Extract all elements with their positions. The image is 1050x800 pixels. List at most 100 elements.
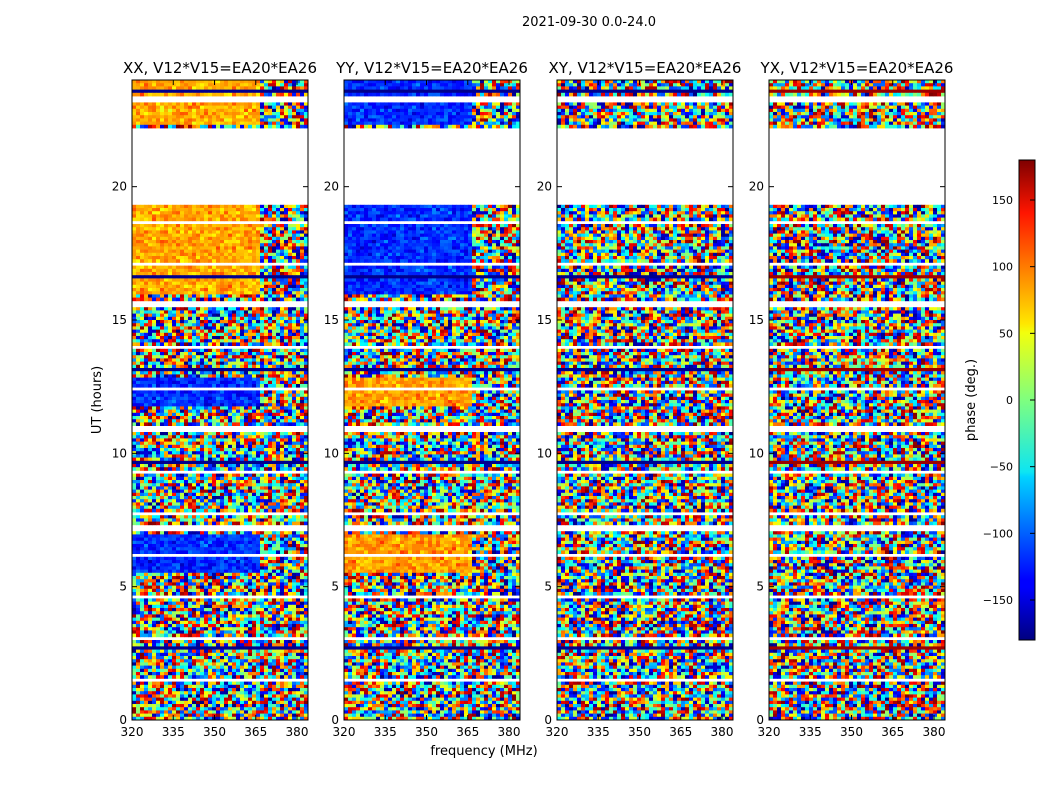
heat-cell: [196, 83, 201, 87]
heat-cell: [136, 259, 141, 263]
heat-cell: [232, 508, 237, 513]
heat-cell: [192, 400, 197, 404]
heat-cell: [144, 409, 149, 414]
heat-cell: [256, 204, 261, 209]
heat-cell: [292, 92, 297, 97]
heat-cell: [204, 233, 209, 238]
heat-cell: [212, 409, 217, 414]
heat-cell: [224, 416, 229, 420]
heat-cell: [140, 364, 145, 369]
heat-cell: [224, 326, 229, 330]
heat-cell: [188, 460, 193, 465]
heat-cell: [204, 307, 209, 311]
heat-cell: [168, 89, 173, 94]
heat-cell: [140, 492, 145, 497]
heat-cell: [284, 355, 289, 359]
heat-cell: [144, 230, 149, 234]
heat-cell: [192, 406, 197, 410]
heat-cell: [236, 377, 241, 382]
heat-cell: [304, 272, 309, 276]
heat-cell: [244, 502, 249, 506]
heat-cell: [232, 118, 237, 122]
heat-cell: [148, 243, 153, 247]
heat-cell: [136, 454, 141, 458]
heat-cell: [140, 438, 145, 442]
heat-cell: [204, 112, 209, 116]
heat-cell: [216, 313, 221, 318]
heat-cell: [156, 480, 161, 484]
heat-cell: [196, 496, 201, 500]
heat-cell: [224, 214, 229, 218]
heat-cell: [228, 339, 233, 343]
heat-cell: [228, 236, 233, 241]
heat-cell: [300, 316, 305, 321]
heat-cell: [276, 438, 281, 442]
heat-cell: [144, 393, 149, 398]
heat-cell: [136, 355, 141, 359]
heat-cell: [236, 86, 241, 90]
heat-cell: [168, 246, 173, 250]
heat-cell: [144, 291, 149, 295]
heat-cell: [252, 496, 257, 500]
heat-cell: [168, 268, 173, 273]
heat-cell: [256, 441, 261, 446]
heat-cell: [284, 473, 289, 478]
heat-cell: [164, 537, 169, 542]
heat-cell: [156, 115, 161, 119]
heat-cell: [184, 476, 189, 481]
heat-cell: [204, 505, 209, 510]
heat-cell: [264, 419, 269, 423]
heat-cell: [280, 336, 285, 340]
heat-cell: [252, 489, 257, 494]
heat-cell: [228, 371, 233, 375]
heat-cell: [248, 371, 253, 375]
heat-cell: [132, 505, 137, 510]
heat-cell: [292, 406, 297, 410]
heat-cell: [140, 256, 145, 260]
heat-cell: [156, 83, 161, 87]
heat-cell: [232, 326, 237, 330]
heat-cell: [304, 307, 309, 311]
heat-cell: [272, 310, 277, 314]
heat-cell: [140, 236, 145, 241]
heat-cell: [184, 268, 189, 273]
heat-cell: [256, 355, 261, 359]
heat-cell: [300, 508, 305, 513]
heat-cell: [292, 358, 297, 362]
heat-cell: [260, 540, 265, 545]
heat-cell: [216, 364, 221, 369]
heat-cell: [256, 371, 261, 375]
heat-cell: [132, 83, 137, 87]
heat-cell: [132, 377, 137, 382]
heat-cell: [296, 537, 301, 542]
heat-cell: [288, 496, 293, 500]
heat-cell: [204, 409, 209, 414]
heat-cell: [208, 435, 213, 439]
heat-cell: [136, 281, 141, 286]
heat-cell: [168, 329, 173, 334]
heat-cell: [188, 326, 193, 330]
heat-cell: [212, 480, 217, 484]
heat-cell: [168, 265, 173, 270]
heat-cell: [144, 204, 149, 209]
heat-cell: [152, 265, 157, 270]
heat-cell: [296, 361, 301, 366]
heat-cell: [288, 336, 293, 340]
heat-cell: [188, 316, 193, 321]
heat-cell: [248, 499, 253, 503]
heat-cell: [268, 438, 273, 442]
heat-cell: [228, 432, 233, 436]
heat-cell: [232, 371, 237, 375]
heat-cell: [136, 460, 141, 465]
heat-cell: [208, 518, 213, 522]
heat-cell: [220, 505, 225, 510]
heat-cell: [148, 92, 153, 97]
heat-cell: [176, 291, 181, 295]
heat-cell: [264, 422, 269, 426]
heat-cell: [140, 384, 145, 388]
heat-cell: [272, 518, 277, 522]
heat-cell: [184, 342, 189, 346]
heat-cell: [252, 348, 257, 353]
heat-cell: [304, 281, 309, 286]
heat-cell: [216, 342, 221, 346]
